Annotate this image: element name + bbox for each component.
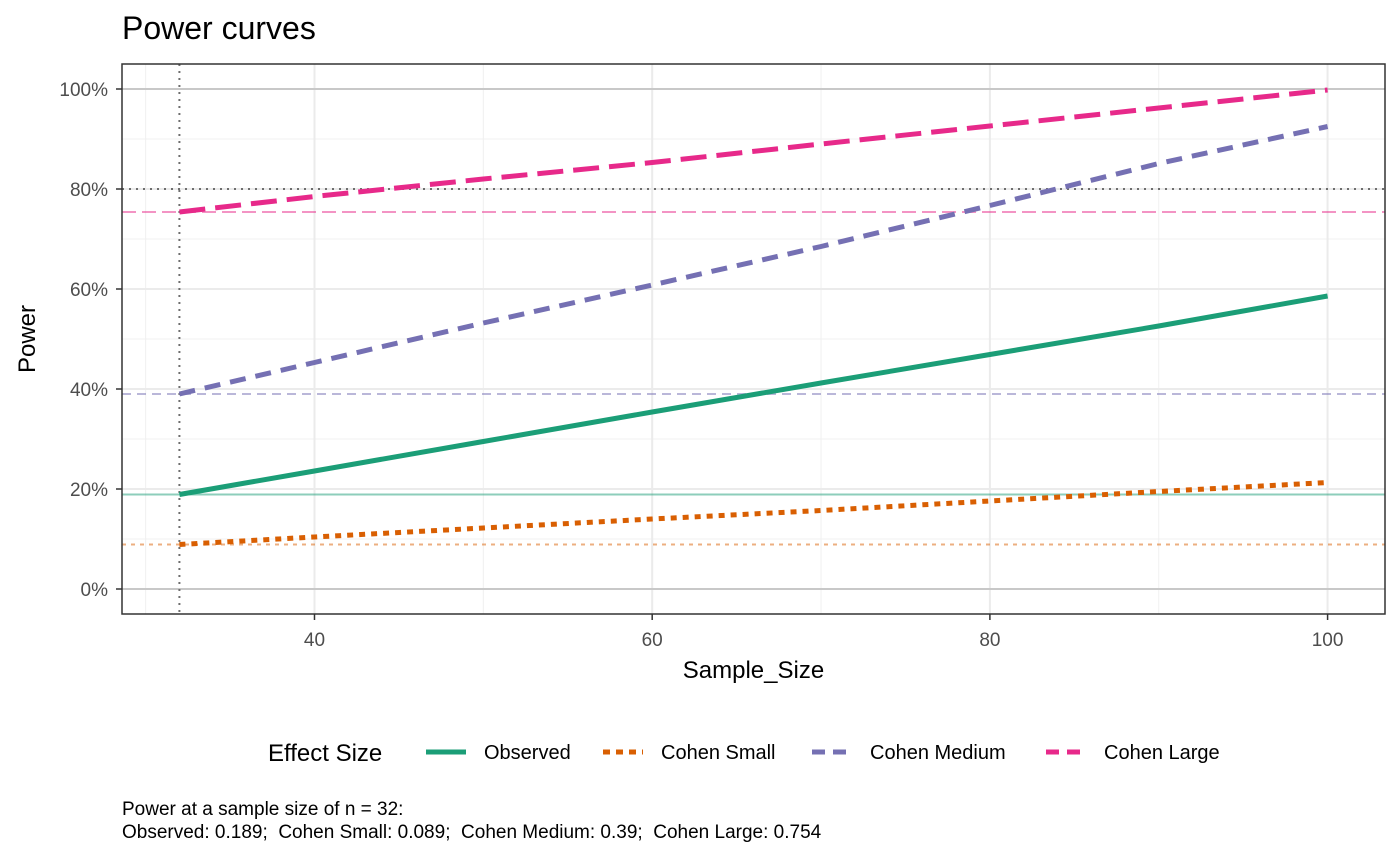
caption-line-2: Observed: 0.189; Cohen Small: 0.089; Coh… [122, 822, 822, 843]
y-tick-label: 60% [70, 280, 108, 301]
y-tick-label: 100% [59, 80, 108, 101]
legend-label-cohen-medium: Cohen Medium [870, 742, 1006, 764]
y-tick-label: 20% [70, 480, 108, 501]
x-axis-label: Sample_Size [683, 657, 824, 684]
chart-title: Power curves [122, 10, 316, 46]
x-tick-label: 100 [1312, 630, 1344, 651]
y-tick-label: 0% [81, 580, 109, 601]
legend-label-cohen-small: Cohen Small [661, 742, 776, 764]
series-line-cohen-medium [178, 124, 1329, 397]
y-tick-label: 80% [70, 180, 108, 201]
legend-title: Effect Size [268, 740, 382, 767]
legend-label-cohen-large: Cohen Large [1104, 742, 1220, 764]
x-tick-label: 60 [642, 630, 663, 651]
caption-line-1: Power at a sample size of n = 32: [122, 799, 404, 820]
series-line-cohen-small [179, 480, 1328, 547]
x-tick-label: 80 [979, 630, 1000, 651]
power-caption: Power at a sample size of n = 32: Observ… [122, 798, 821, 844]
series-line-cohen-large [179, 87, 1328, 215]
x-tick-label: 40 [304, 630, 325, 651]
y-axis-label: Power [14, 305, 41, 373]
y-tick-label: 40% [70, 380, 108, 401]
legend-label-observed: Observed [484, 742, 571, 764]
plot-border [121, 63, 1386, 615]
series-line-observed [178, 293, 1329, 497]
